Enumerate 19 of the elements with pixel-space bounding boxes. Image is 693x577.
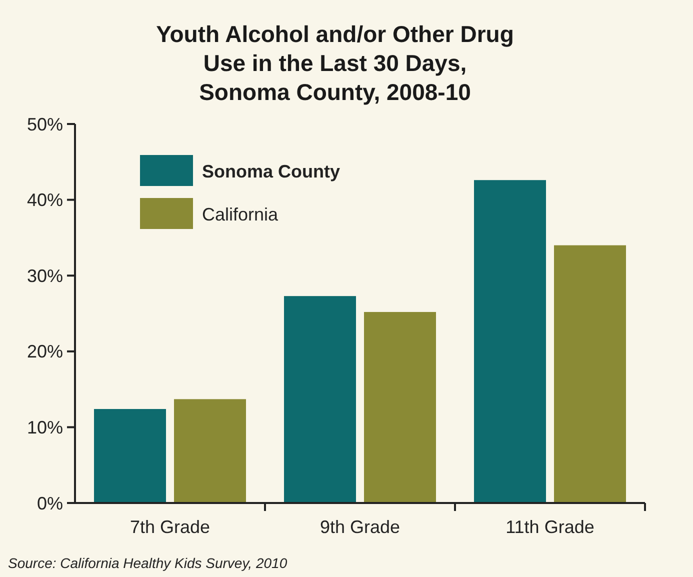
x-tick-label: 9th Grade — [320, 517, 400, 537]
legend-label: Sonoma County — [202, 161, 340, 182]
bar — [94, 409, 166, 503]
bar — [474, 180, 546, 503]
y-tick-label: 0% — [36, 493, 63, 514]
y-tick-label: 20% — [26, 342, 63, 362]
y-tick-label: 30% — [26, 266, 63, 286]
x-tick-label: 7th Grade — [130, 517, 210, 537]
bar — [174, 399, 246, 503]
y-tick-label: 40% — [26, 190, 63, 210]
bar — [364, 312, 436, 503]
bar — [554, 245, 626, 503]
x-tick-label: 11th Grade — [506, 517, 594, 537]
chart-title: Youth Alcohol and/or Other Drug Use in the Last 30 Days, Sonoma County, 2008-10 — [156, 21, 514, 105]
bar — [284, 296, 356, 503]
y-tick-label: 10% — [26, 418, 63, 438]
legend-label: California — [202, 204, 280, 224]
source-note: Source: California Healthy Kids Survey, 2010 — [8, 555, 288, 571]
y-tick-label: 50% — [26, 114, 63, 134]
